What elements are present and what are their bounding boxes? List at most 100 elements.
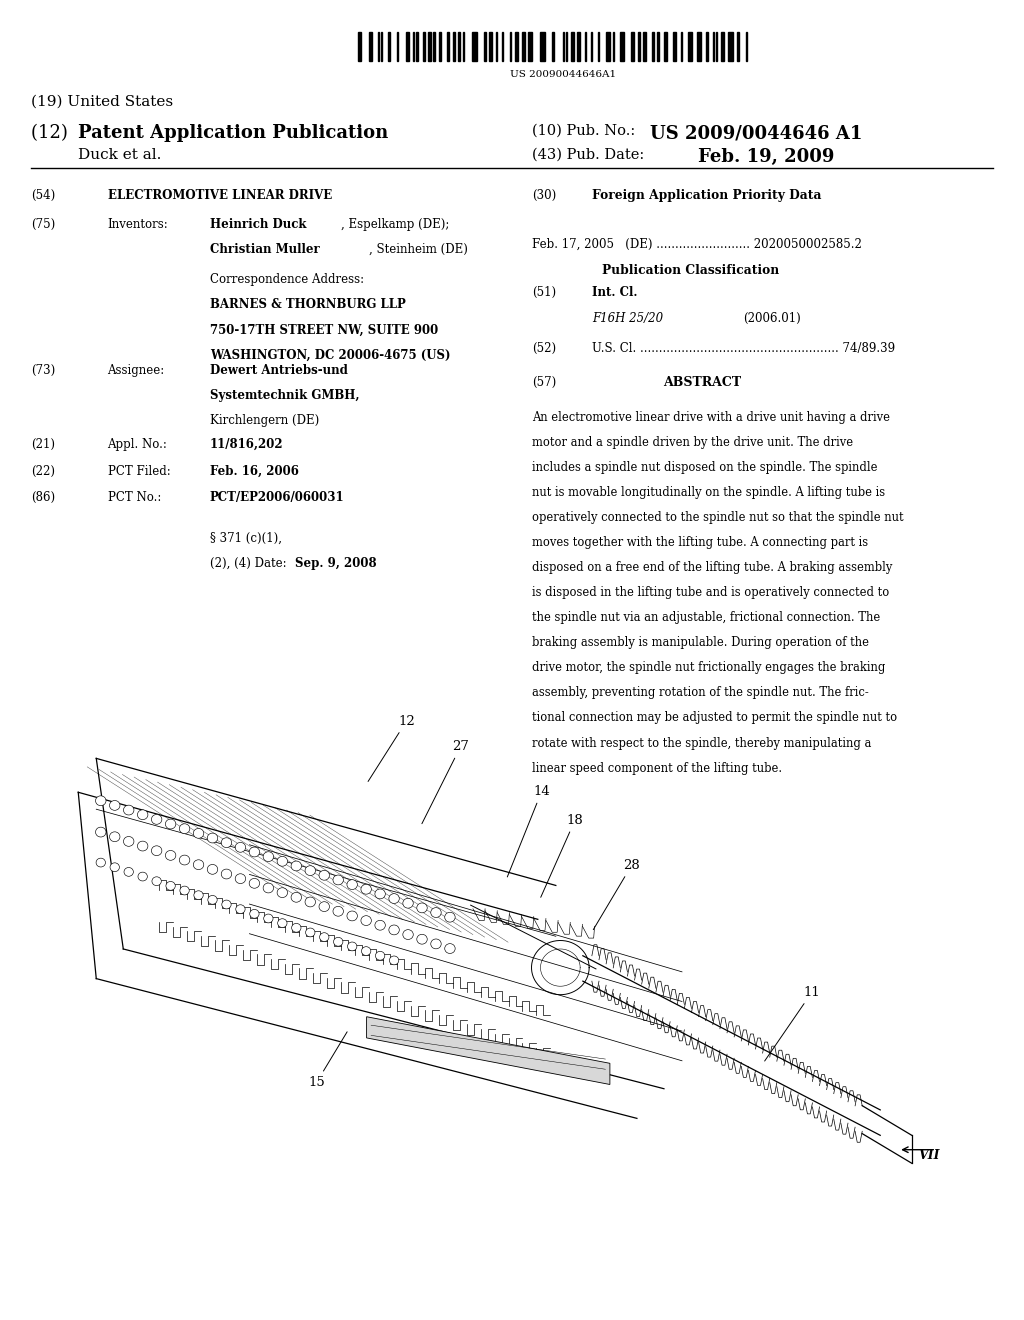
- Text: , Espelkamp (DE);: , Espelkamp (DE);: [341, 218, 450, 231]
- Bar: [458, 32, 460, 61]
- Bar: [643, 32, 646, 61]
- Bar: [713, 32, 714, 61]
- Text: motor and a spindle driven by the drive unit. The drive: motor and a spindle driven by the drive …: [532, 436, 854, 449]
- Bar: [484, 32, 486, 61]
- Bar: [606, 32, 609, 61]
- Text: moves together with the lifting tube. A connecting part is: moves together with the lifting tube. A …: [532, 536, 868, 549]
- Circle shape: [165, 850, 176, 861]
- Bar: [552, 32, 554, 61]
- Text: 28: 28: [593, 858, 640, 929]
- Circle shape: [236, 874, 246, 883]
- Circle shape: [179, 824, 189, 834]
- Circle shape: [291, 861, 301, 871]
- Text: 27: 27: [422, 741, 469, 824]
- Circle shape: [124, 805, 134, 814]
- Circle shape: [376, 952, 385, 960]
- Circle shape: [236, 842, 246, 853]
- Text: (12): (12): [31, 124, 74, 143]
- Bar: [577, 32, 580, 61]
- Text: Duck et al.: Duck et al.: [78, 148, 161, 162]
- Circle shape: [194, 891, 203, 900]
- Text: , Steinheim (DE): , Steinheim (DE): [369, 243, 468, 256]
- Circle shape: [292, 924, 301, 932]
- Circle shape: [264, 913, 273, 923]
- Text: 15: 15: [308, 1032, 347, 1089]
- Circle shape: [221, 869, 231, 879]
- Text: tional connection may be adjusted to permit the spindle nut to: tional connection may be adjusted to per…: [532, 711, 898, 725]
- Text: (30): (30): [532, 189, 557, 202]
- Bar: [502, 32, 503, 61]
- Circle shape: [347, 879, 357, 890]
- Text: Feb. 16, 2006: Feb. 16, 2006: [210, 465, 299, 478]
- Circle shape: [110, 832, 120, 842]
- Circle shape: [389, 925, 399, 935]
- Bar: [737, 32, 739, 61]
- Circle shape: [417, 903, 427, 913]
- Circle shape: [305, 898, 315, 907]
- Text: assembly, preventing rotation of the spindle nut. The fric-: assembly, preventing rotation of the spi…: [532, 686, 869, 700]
- Text: US 2009/0044646 A1: US 2009/0044646 A1: [650, 124, 862, 143]
- Text: (73): (73): [31, 364, 55, 378]
- Bar: [728, 32, 733, 61]
- Text: ABSTRACT: ABSTRACT: [664, 376, 741, 389]
- Bar: [697, 32, 700, 61]
- Circle shape: [278, 919, 287, 928]
- Text: Kirchlengern (DE): Kirchlengern (DE): [210, 414, 319, 428]
- Circle shape: [305, 928, 315, 937]
- Text: (19) United States: (19) United States: [31, 95, 173, 110]
- Bar: [369, 32, 373, 61]
- Bar: [527, 32, 532, 61]
- Circle shape: [417, 935, 427, 944]
- Bar: [566, 32, 567, 61]
- Circle shape: [263, 851, 273, 862]
- Text: VII: VII: [919, 1148, 940, 1162]
- Circle shape: [137, 809, 147, 820]
- Text: An electromotive linear drive with a drive unit having a drive: An electromotive linear drive with a dri…: [532, 411, 891, 424]
- Circle shape: [179, 855, 189, 865]
- Circle shape: [152, 876, 162, 886]
- Circle shape: [333, 875, 343, 884]
- Circle shape: [194, 859, 204, 870]
- Bar: [510, 32, 511, 61]
- Bar: [522, 32, 525, 61]
- Bar: [358, 32, 360, 61]
- Text: the spindle nut via an adjustable, frictional connection. The: the spindle nut via an adjustable, frict…: [532, 611, 881, 624]
- Text: Inventors:: Inventors:: [108, 218, 168, 231]
- Text: rotate with respect to the spindle, thereby manipulating a: rotate with respect to the spindle, ther…: [532, 737, 871, 750]
- Bar: [438, 32, 441, 61]
- Circle shape: [278, 888, 288, 898]
- Bar: [562, 32, 564, 61]
- Circle shape: [333, 907, 343, 916]
- Text: (2), (4) Date:: (2), (4) Date:: [210, 557, 287, 570]
- Text: 14: 14: [507, 785, 550, 876]
- Circle shape: [236, 904, 245, 913]
- Polygon shape: [470, 906, 596, 969]
- Text: (43) Pub. Date:: (43) Pub. Date:: [532, 148, 645, 162]
- Text: is disposed in the lifting tube and is operatively connected to: is disposed in the lifting tube and is o…: [532, 586, 890, 599]
- Bar: [621, 32, 624, 61]
- Circle shape: [334, 937, 343, 946]
- Bar: [681, 32, 682, 61]
- Circle shape: [263, 883, 273, 892]
- Text: (57): (57): [532, 376, 557, 389]
- Bar: [397, 32, 398, 61]
- Bar: [540, 32, 545, 61]
- Text: 12: 12: [368, 714, 415, 781]
- Bar: [571, 32, 573, 61]
- Text: (21): (21): [31, 438, 54, 451]
- Text: includes a spindle nut disposed on the spindle. The spindle: includes a spindle nut disposed on the s…: [532, 461, 878, 474]
- Text: operatively connected to the spindle nut so that the spindle nut: operatively connected to the spindle nut…: [532, 511, 904, 524]
- Bar: [447, 32, 449, 61]
- Circle shape: [444, 912, 456, 923]
- Bar: [631, 32, 634, 61]
- Text: 11: 11: [765, 986, 820, 1061]
- Circle shape: [137, 841, 147, 851]
- Bar: [497, 32, 498, 61]
- Text: disposed on a free end of the lifting tube. A braking assembly: disposed on a free end of the lifting tu…: [532, 561, 893, 574]
- Text: (52): (52): [532, 342, 557, 355]
- Circle shape: [375, 888, 385, 899]
- Bar: [428, 32, 430, 61]
- Text: Feb. 19, 2009: Feb. 19, 2009: [698, 148, 835, 166]
- Circle shape: [291, 892, 301, 902]
- Circle shape: [180, 886, 189, 895]
